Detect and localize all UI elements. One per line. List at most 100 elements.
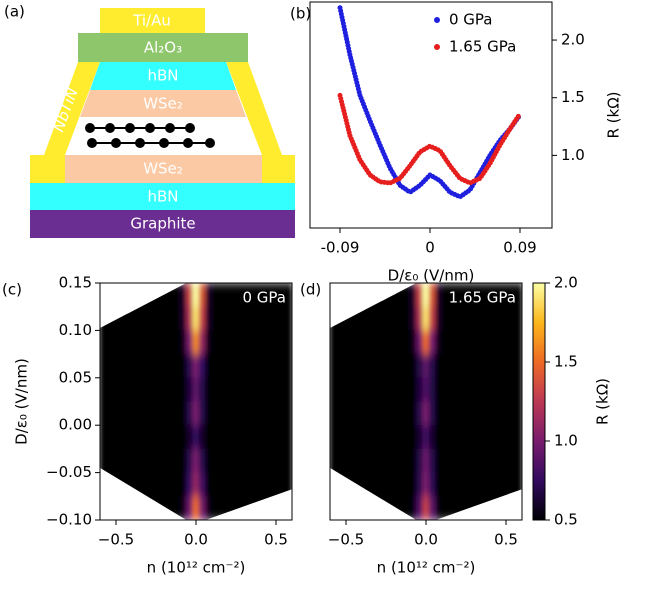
- colorbar: [532, 282, 546, 521]
- x-tick-label: 0.5: [494, 531, 518, 549]
- heatmap-cell: [192, 283, 200, 307]
- heatmap-cell: [198, 377, 206, 402]
- heatmap-cell: [198, 306, 206, 331]
- heatmap-cell: [435, 377, 443, 402]
- data-line: [337, 92, 523, 186]
- annotation: 1.65 GPa: [449, 289, 516, 307]
- heatmap-cell: [422, 377, 430, 402]
- heatmap-cell: [428, 283, 436, 307]
- heatmap-cell: [198, 283, 206, 307]
- heatmap-cell: [330, 448, 411, 473]
- heatmap-cell: [192, 472, 200, 497]
- heatmap-cell: [416, 472, 424, 497]
- layer: [80, 90, 246, 117]
- x-tick-label: -0.09: [321, 239, 360, 257]
- heatmap-cell: [416, 353, 424, 379]
- heatmap-cell: [198, 353, 206, 379]
- y-tick-label: 0.00: [59, 416, 92, 434]
- heatmap-cell: [186, 472, 194, 497]
- heatmap-cell: [186, 448, 194, 473]
- heatmap-cell: [205, 496, 213, 520]
- heatmap-cell: [435, 496, 443, 520]
- layer-label: Graphite: [130, 215, 195, 233]
- heatmap-cell: [186, 306, 194, 331]
- layer: [30, 183, 295, 210]
- heatmap-cell: [330, 306, 411, 331]
- heatmap-cell: [409, 353, 417, 379]
- panel-label: (c): [2, 281, 22, 299]
- heatmap-cell: [198, 401, 206, 426]
- heatmap-cell: [186, 283, 194, 307]
- heatmap-cell: [441, 448, 522, 473]
- heatmap-cell: [409, 306, 417, 331]
- heatmap-cell: [441, 472, 522, 497]
- heatmap-cell: [422, 353, 430, 379]
- heatmap-cell: [192, 353, 200, 379]
- heatmap-cell: [422, 424, 430, 450]
- x-tick-label: 0: [425, 239, 435, 257]
- heatmap-cell: [186, 353, 194, 379]
- heatmap-cell: [211, 330, 292, 355]
- heatmap-cell: [186, 401, 194, 426]
- heatmap-cell: [186, 377, 194, 402]
- heatmap-cell: [179, 330, 187, 355]
- y-axis-label: R (kΩ): [605, 91, 623, 138]
- annotation: 0 GPa: [243, 289, 287, 307]
- heatmap-cell: [435, 401, 443, 426]
- layer-label: Al₂O₃: [144, 39, 182, 57]
- heatmap-cell: [100, 283, 181, 307]
- heatmap-cell: [435, 448, 443, 473]
- heatmap-cell: [422, 448, 430, 473]
- heatmap-cells: [100, 283, 292, 520]
- heatmap-cell: [211, 401, 292, 426]
- y-tick-label: 0.10: [59, 321, 92, 339]
- colorbar-tick-label: 0.5: [554, 511, 578, 529]
- heatmap-cell: [211, 424, 292, 450]
- heatmap-cell: [192, 496, 200, 520]
- x-tick-label: −0.5: [98, 531, 134, 549]
- heatmap-cell: [198, 496, 206, 520]
- colorbar-tick-label: 2.0: [554, 274, 578, 292]
- heatmap-cell: [409, 330, 417, 355]
- heatmap-cell: [409, 496, 417, 520]
- heatmap-cell: [179, 377, 187, 402]
- heatmap-cell: [409, 472, 417, 497]
- heatmap-cell: [179, 401, 187, 426]
- heatmap-cell: [330, 377, 411, 402]
- layer-label: hBN: [147, 67, 178, 85]
- heatmap-cell: [428, 330, 436, 355]
- axes-frame: [329, 282, 523, 521]
- heatmap-cell: [435, 283, 443, 307]
- heatmap-cell: [441, 306, 522, 331]
- heatmap-cell: [441, 330, 522, 355]
- heatmap-cell: [100, 330, 181, 355]
- heatmap-cell: [330, 353, 411, 379]
- heatmap-cell: [211, 496, 292, 520]
- heatmap-cell: [416, 377, 424, 402]
- heatmap-cell: [205, 472, 213, 497]
- heatmap-cell: [416, 306, 424, 331]
- heatmap-cell: [192, 401, 200, 426]
- layer-label: WSe₂: [143, 160, 183, 178]
- heatmap-cell: [205, 306, 213, 331]
- heatmap-cell: [100, 424, 181, 450]
- device-schematic: (a) Ti/Au Al₂O₃ hBN WSe₂ WSe₂ hBN Graphi…: [4, 3, 295, 238]
- heatmap-cell: [198, 330, 206, 355]
- layer: [100, 8, 205, 33]
- colorbar-tick-label: 1.0: [554, 432, 578, 450]
- legend-marker: [434, 44, 440, 50]
- y-tick-label: −0.10: [46, 511, 92, 529]
- heatmap-cell: [211, 377, 292, 402]
- heatmap-cell: [416, 448, 424, 473]
- heatmap-cell: [422, 496, 430, 520]
- heatmap-cell: [428, 377, 436, 402]
- x-axis-label: D/ε₀ (V/nm): [388, 267, 475, 285]
- y-tick-label: 1.5: [561, 88, 585, 106]
- heatmap-cell: [179, 424, 187, 450]
- heatmap-cell: [100, 472, 181, 497]
- heatmap-cell: [211, 306, 292, 331]
- legend-label: 0 GPa: [449, 11, 493, 29]
- heatmap-cell: [441, 377, 522, 402]
- heatmap-cell: [205, 353, 213, 379]
